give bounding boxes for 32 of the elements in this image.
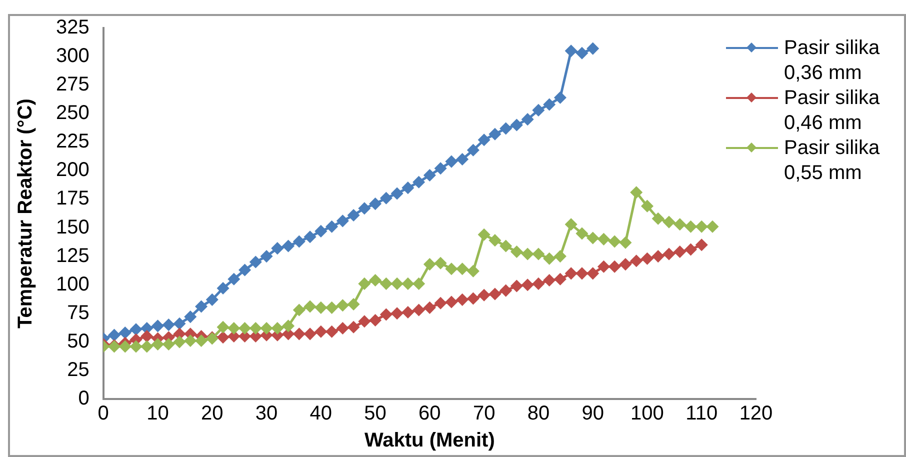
x-tick-label: 80 xyxy=(527,402,550,425)
x-tick-label: 100 xyxy=(630,402,664,425)
y-tick-label: 125 xyxy=(56,244,90,267)
legend-label: Pasir silika 0,55 mm xyxy=(784,137,880,184)
x-tick-label: 70 xyxy=(472,402,496,425)
y-tick-label: 300 xyxy=(56,45,90,68)
x-tick-label: 120 xyxy=(739,402,773,425)
x-axis-title: Waktu (Menit) xyxy=(364,430,495,452)
x-tick-label: 10 xyxy=(146,402,169,425)
legend-label: Pasir silika 0,46 mm xyxy=(784,87,880,134)
legend-label: Pasir silika 0,36 mm xyxy=(784,37,880,84)
x-tick-label: 110 xyxy=(686,402,718,425)
x-tick-label: 30 xyxy=(255,402,278,425)
y-tick-label: 175 xyxy=(56,188,90,210)
y-tick-label: 225 xyxy=(56,130,90,153)
y-tick-label: 75 xyxy=(67,302,90,324)
x-tick-label: 20 xyxy=(201,402,224,425)
y-tick-label: 100 xyxy=(56,273,90,296)
x-tick-label: 60 xyxy=(418,402,441,425)
y-tick-label: 50 xyxy=(67,330,90,352)
y-tick-label: 250 xyxy=(56,102,90,124)
x-tick-label: 0 xyxy=(98,402,109,425)
y-tick-label: 200 xyxy=(56,159,90,182)
x-tick-label: 90 xyxy=(582,402,604,425)
x-tick-label: 50 xyxy=(364,402,386,425)
y-tick-label: 0 xyxy=(78,388,90,410)
x-tick-label: 40 xyxy=(310,402,332,425)
y-tick-label: 150 xyxy=(56,216,90,238)
y-tick-label: 325 xyxy=(56,16,90,39)
y-axis-title: Temperatur Reaktor (°C) xyxy=(14,98,37,328)
y-tick-label: 25 xyxy=(67,358,90,381)
y-tick-label: 275 xyxy=(56,74,90,96)
